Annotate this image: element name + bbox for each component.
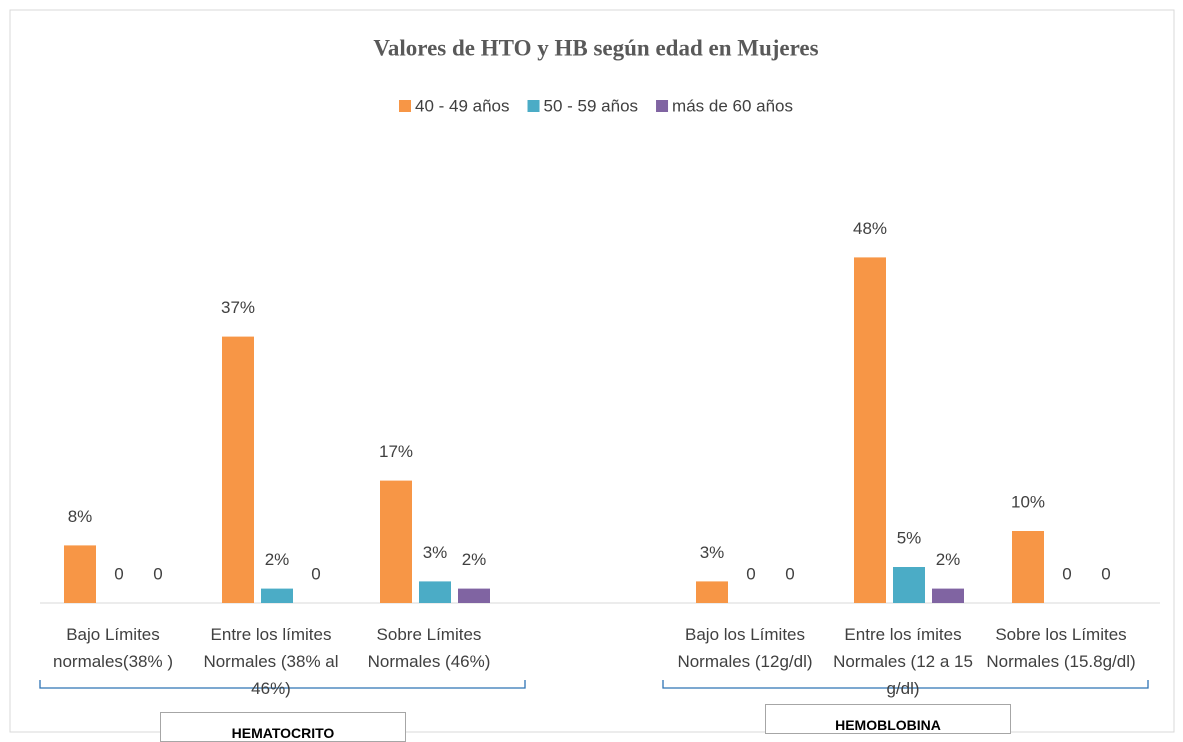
data-label: 0 [1062,564,1071,583]
data-label: 0 [114,564,123,583]
x-tick-label: Entre los límites Normales (38% al 46%) [203,625,339,698]
group-label: HEMATOCRITO [160,712,406,742]
x-tick-label: Sobre Límites Normales (46%) [367,625,491,671]
data-label: 0 [746,564,755,583]
bar [261,588,293,603]
x-tick-label: Entre los ímites Normales (12 a 15 g/dl) [833,625,973,698]
data-label: 0 [153,564,162,583]
bar [64,545,96,603]
bar [419,581,451,603]
chart-border [9,9,1175,733]
data-label: 2% [462,550,487,569]
data-label: 48% [853,219,887,238]
data-label: 3% [423,543,448,562]
bar [458,588,490,603]
legend-swatch [656,100,669,112]
data-label: 37% [221,298,255,317]
data-label: 0 [785,564,794,583]
data-label: 3% [700,543,725,562]
data-label: 0 [311,564,320,583]
bar [854,257,886,603]
bar [932,588,964,603]
data-label: 5% [897,528,922,547]
group-bracket [662,680,1149,689]
x-tick-label: Sobre los Límites Normales (15.8g/dl) [986,625,1136,671]
x-tick-label: Bajo Límites normales(38% ) [53,625,173,671]
bar [893,567,925,603]
data-label: 17% [379,442,413,461]
chart-title: Valores de HTO y HB según edad en Mujere… [373,35,818,60]
legend-label: 40 - 49 años [415,96,510,115]
bar [222,336,254,603]
group-label: HEMOBLOBINA [765,704,1011,734]
legend-label: 50 - 59 años [544,96,639,115]
bar [380,480,412,603]
group-bracket [39,680,526,689]
legend-label: más de 60 años [672,96,793,115]
x-tick-label: Bajo los Límites Normales (12g/dl) [677,625,813,671]
data-label: 10% [1011,492,1045,511]
bar [1012,531,1044,603]
legend-swatch [527,100,540,112]
bar [696,581,728,603]
legend-swatch [399,100,411,112]
data-label: 0 [1101,564,1110,583]
data-label: 2% [265,550,290,569]
data-label: 2% [936,550,961,569]
data-label: 8% [68,507,93,526]
